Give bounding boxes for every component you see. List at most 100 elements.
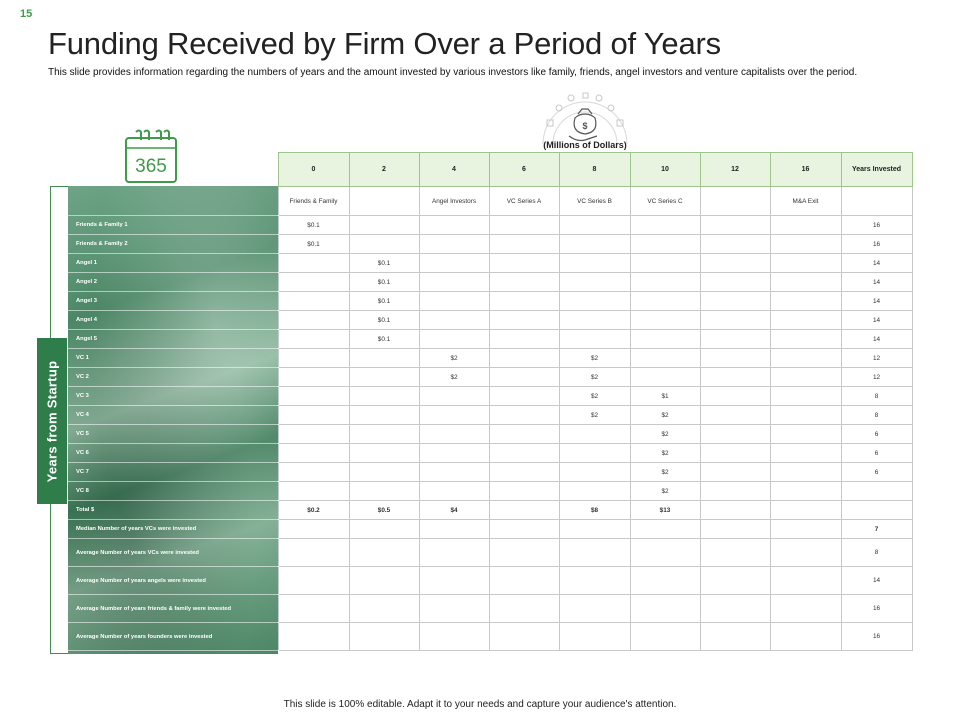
table-cell (769, 424, 842, 444)
table-cell: $0.1 (348, 310, 420, 330)
table-cell (699, 348, 771, 368)
table-cell (418, 310, 490, 330)
table-cell (277, 329, 350, 349)
table-cell (418, 481, 490, 501)
table-cell (418, 424, 490, 444)
table-cell (348, 405, 420, 425)
table-row: Angel 1 $0.1 14 (68, 253, 913, 273)
table-cell (348, 566, 420, 595)
row-label: Average Number of years founders were in… (68, 622, 278, 651)
table-cell: 14 (840, 566, 913, 595)
table-cell: $0.1 (277, 215, 350, 235)
header-row: 0 2 4 6 8 10 12 16 Years Invested (68, 152, 913, 187)
table-cell (558, 272, 631, 292)
units-label: (Millions of Dollars) (543, 140, 627, 150)
table-cell (769, 622, 842, 651)
table-cell (699, 462, 771, 482)
table-cell (488, 253, 560, 273)
row-label: Average Number of years friends & family… (68, 594, 278, 623)
table-cell: $8 (558, 500, 631, 520)
table-cell: $0.1 (348, 291, 420, 311)
subheader-cell: Angel Investors (418, 186, 490, 216)
table-cell (769, 215, 842, 235)
table-cell (769, 538, 842, 567)
table-cell (348, 367, 420, 387)
table-cell: $2 (629, 405, 701, 425)
table-cell (348, 443, 420, 463)
subheader-cell: VC Series C (629, 186, 701, 216)
table-cell (769, 348, 842, 368)
slide-number: 15 (20, 8, 33, 20)
table-cell (277, 405, 350, 425)
table-cell (418, 291, 490, 311)
table-row: Friends & Family 1 $0.1 16 (68, 215, 913, 235)
table-row: Average Number of years VCs were investe… (68, 538, 913, 567)
column-header-years-invested: Years Invested (840, 152, 913, 187)
column-header: 10 (629, 152, 701, 187)
table-cell (699, 566, 771, 595)
column-header: 16 (769, 152, 842, 187)
table-cell: 14 (840, 310, 913, 330)
table-row: VC 3 $2 $1 8 (68, 386, 913, 406)
table-cell: 16 (840, 234, 913, 254)
table-cell (699, 215, 771, 235)
table-cell: 12 (840, 348, 913, 368)
row-label: VC 8 (68, 481, 278, 501)
table-row: Average Number of years founders were in… (68, 622, 913, 651)
table-cell (629, 367, 701, 387)
table-cell (488, 519, 560, 539)
table-cell (277, 622, 350, 651)
svg-text:$: $ (582, 121, 587, 131)
table-cell (558, 519, 631, 539)
table-cell (699, 594, 771, 623)
table-cell (769, 481, 842, 501)
table-cell: 6 (840, 424, 913, 444)
row-label: VC 6 (68, 443, 278, 463)
table-cell: $13 (629, 500, 701, 520)
table-cell (418, 594, 490, 623)
table-cell (418, 566, 490, 595)
table-cell (488, 566, 560, 595)
row-label: VC 5 (68, 424, 278, 444)
side-label-box (37, 338, 67, 504)
table-cell: 8 (840, 405, 913, 425)
column-header: 4 (418, 152, 490, 187)
table-cell (840, 481, 913, 501)
table-row: Average Number of years angels were inve… (68, 566, 913, 595)
slide-subtitle: This slide provides information regardin… (48, 67, 858, 78)
row-label: VC 2 (68, 367, 278, 387)
row-label: Friends & Family 2 (68, 234, 278, 254)
table-cell (699, 386, 771, 406)
row-label: Average Number of years angels were inve… (68, 566, 278, 595)
table-cell (769, 291, 842, 311)
table-cell (699, 253, 771, 273)
column-header: 2 (348, 152, 420, 187)
column-header: 8 (558, 152, 631, 187)
subheader-cell (840, 186, 913, 216)
table-cell (699, 405, 771, 425)
table-cell (348, 538, 420, 567)
table-cell (629, 519, 701, 539)
table-row: Average Number of years friends & family… (68, 594, 913, 623)
table-cell: $1 (629, 386, 701, 406)
table-cell (348, 622, 420, 651)
table-cell: 14 (840, 291, 913, 311)
subheader-cell: Friends & Family (277, 186, 350, 216)
slide-title: Funding Received by Firm Over a Period o… (48, 26, 721, 61)
table-cell: $2 (629, 424, 701, 444)
table-cell (418, 443, 490, 463)
funding-table: 0 2 4 6 8 10 12 16 Years Invested Friend… (68, 152, 913, 651)
table-cell (348, 481, 420, 501)
table-cell (629, 566, 701, 595)
table-cell: 8 (840, 538, 913, 567)
row-label: Median Number of years VCs were invested (68, 519, 278, 539)
table-cell (277, 310, 350, 330)
table-cell (488, 310, 560, 330)
column-header: 12 (699, 152, 771, 187)
table-cell (418, 519, 490, 539)
row-label: Total $ (68, 500, 278, 520)
row-label: VC 7 (68, 462, 278, 482)
table-cell (488, 622, 560, 651)
table-cell (558, 462, 631, 482)
table-row: VC 4 $2 $2 8 (68, 405, 913, 425)
